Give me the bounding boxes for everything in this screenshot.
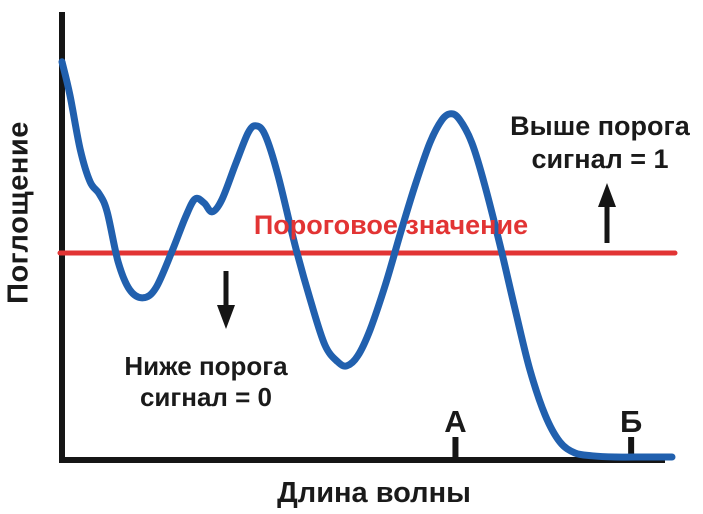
below-threshold-annotation: Ниже порога сигнал = 0 [98, 351, 314, 413]
y-axis-label: Поглощение [2, 121, 35, 304]
above-threshold-line2: сигнал = 1 [531, 144, 669, 174]
x-axis-label: Длина волны [277, 477, 471, 509]
below-threshold-line1: Ниже порога [124, 351, 288, 381]
absorption-curve [58, 58, 676, 461]
x-marker-label: Б [619, 404, 643, 439]
arrow-up-icon [598, 183, 616, 243]
arrow-down-icon [217, 271, 235, 329]
above-threshold-line1: Выше порога [510, 111, 690, 141]
above-threshold-annotation: Выше порога сигнал = 1 [492, 110, 703, 176]
threshold-label: Пороговое значение [253, 210, 529, 240]
below-threshold-line2: сигнал = 0 [139, 382, 273, 412]
x-marker-label: А [444, 404, 467, 439]
